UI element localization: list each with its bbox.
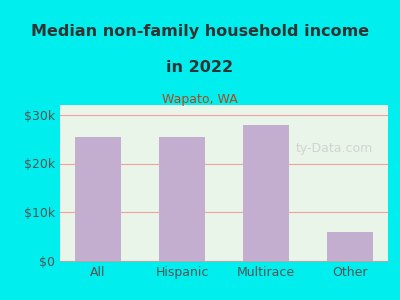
Bar xyxy=(159,137,205,261)
Text: in 2022: in 2022 xyxy=(166,60,234,75)
Bar xyxy=(327,232,373,261)
Text: Wapato, WA: Wapato, WA xyxy=(162,93,238,106)
Bar xyxy=(243,124,289,261)
Text: Median non-family household income: Median non-family household income xyxy=(31,24,369,39)
Bar xyxy=(75,137,121,261)
Text: ty-Data.com: ty-Data.com xyxy=(296,142,374,155)
